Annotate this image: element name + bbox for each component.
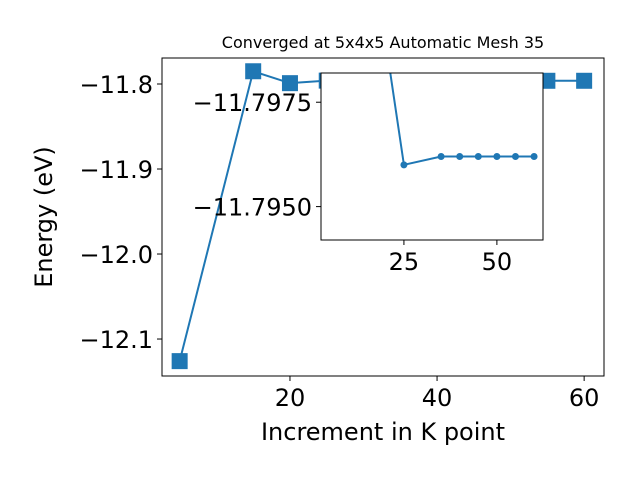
y-axis-label: Energy (eV)	[30, 146, 58, 288]
marker	[171, 353, 188, 370]
x-tick-label: 60	[569, 384, 600, 412]
y-tick-label: −12.1	[79, 326, 153, 354]
x-tick-label: 40	[422, 384, 453, 412]
y-tick-label: −11.7950	[193, 194, 312, 222]
axes-frame	[161, 57, 605, 377]
plot-content	[389, 73, 538, 169]
y-tick-label: −12.0	[79, 241, 153, 269]
x-tick-label: 25	[389, 248, 420, 276]
marker	[474, 153, 482, 160]
y-tick-label: −11.8	[79, 71, 153, 99]
marker	[576, 72, 593, 89]
marker	[493, 153, 501, 160]
marker	[530, 153, 538, 160]
x-tick-label: 50	[482, 248, 513, 276]
marker	[456, 153, 464, 160]
marker	[437, 153, 445, 160]
y-tick-label: −11.9	[79, 156, 153, 184]
marker	[400, 161, 408, 169]
marker	[281, 75, 298, 92]
chart-title: Converged at 5x4x5 Automatic Mesh 35	[222, 33, 544, 52]
x-axis-label: Increment in K point	[261, 418, 505, 446]
y-tick-label: −11.7975	[193, 89, 312, 117]
marker	[245, 63, 262, 80]
marker	[511, 153, 519, 160]
axes-frame	[320, 72, 544, 241]
x-tick-label: 20	[275, 384, 306, 412]
